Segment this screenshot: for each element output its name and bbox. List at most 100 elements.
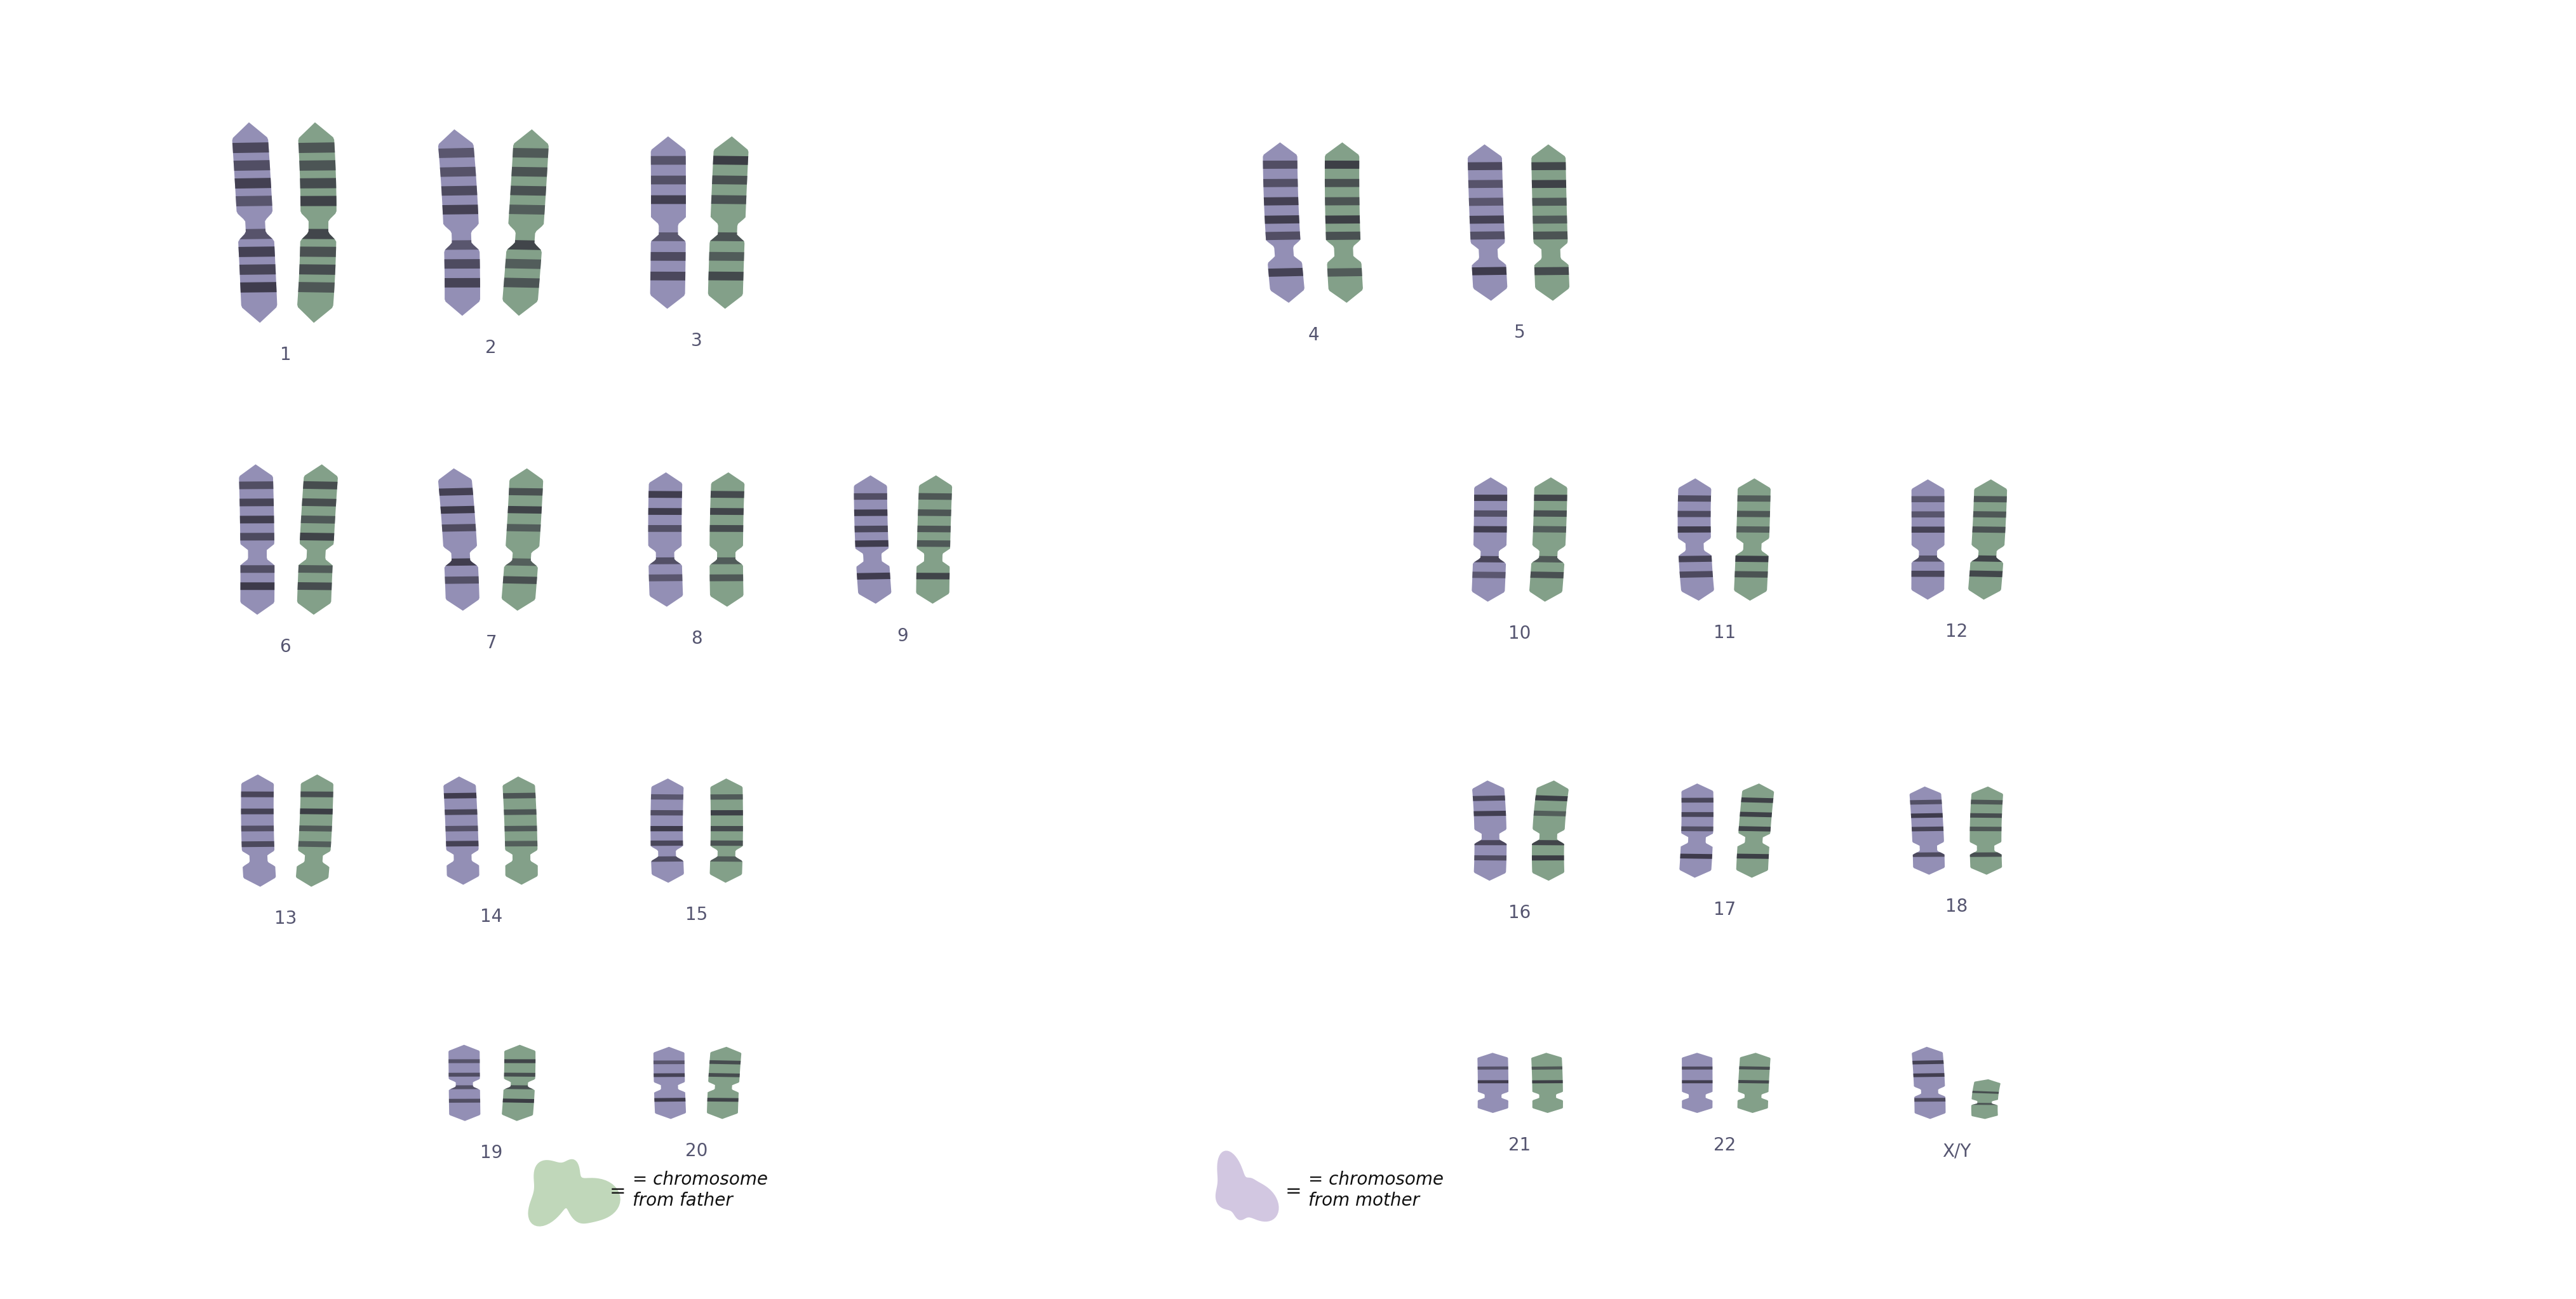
Polygon shape [510, 204, 546, 214]
Polygon shape [240, 229, 273, 239]
Polygon shape [1682, 1066, 1713, 1069]
Text: 16: 16 [1507, 904, 1530, 922]
Polygon shape [711, 557, 742, 564]
Polygon shape [1327, 231, 1360, 240]
Polygon shape [242, 774, 276, 887]
Polygon shape [438, 469, 479, 611]
Polygon shape [440, 186, 477, 196]
Text: 2: 2 [484, 339, 497, 357]
Text: 5: 5 [1515, 323, 1525, 342]
Polygon shape [301, 229, 335, 239]
Polygon shape [1739, 812, 1772, 817]
Polygon shape [446, 840, 479, 847]
Polygon shape [1479, 1066, 1510, 1069]
Polygon shape [652, 811, 683, 816]
Polygon shape [502, 777, 538, 885]
Polygon shape [1682, 1052, 1713, 1113]
Polygon shape [652, 195, 685, 204]
Polygon shape [1736, 511, 1770, 517]
Polygon shape [1971, 786, 2004, 874]
Polygon shape [1535, 268, 1569, 275]
Polygon shape [1473, 572, 1504, 578]
Text: 7: 7 [484, 634, 497, 652]
Polygon shape [1324, 197, 1360, 205]
Polygon shape [296, 774, 332, 887]
Polygon shape [1682, 812, 1713, 817]
Polygon shape [443, 523, 477, 531]
Polygon shape [1734, 572, 1767, 578]
Polygon shape [507, 240, 541, 249]
Polygon shape [1971, 556, 2002, 562]
Polygon shape [708, 1073, 739, 1077]
Text: 11: 11 [1713, 624, 1736, 642]
Polygon shape [708, 136, 750, 309]
Polygon shape [708, 1098, 739, 1102]
Polygon shape [711, 508, 744, 514]
Polygon shape [708, 271, 744, 281]
Polygon shape [1682, 826, 1713, 831]
Polygon shape [1911, 496, 1945, 503]
Polygon shape [1911, 1047, 1945, 1118]
Polygon shape [1530, 144, 1569, 301]
Polygon shape [1911, 512, 1945, 517]
Polygon shape [1473, 495, 1507, 501]
Text: 21: 21 [1507, 1137, 1530, 1154]
Polygon shape [440, 166, 477, 177]
Polygon shape [1911, 1060, 1945, 1064]
Polygon shape [1533, 181, 1566, 188]
Polygon shape [505, 1059, 536, 1063]
Polygon shape [1265, 216, 1298, 223]
Polygon shape [1468, 162, 1502, 170]
Polygon shape [652, 175, 685, 184]
Text: 1: 1 [281, 346, 291, 364]
Polygon shape [1533, 162, 1566, 170]
Polygon shape [1914, 1098, 1945, 1102]
Polygon shape [440, 505, 474, 513]
Polygon shape [1533, 197, 1566, 205]
Polygon shape [1968, 479, 2007, 600]
Text: =: = [611, 1182, 626, 1200]
Polygon shape [1680, 556, 1713, 562]
Polygon shape [1324, 216, 1360, 223]
Polygon shape [240, 499, 273, 507]
Polygon shape [240, 264, 276, 275]
Polygon shape [242, 826, 273, 831]
Polygon shape [240, 565, 276, 573]
Polygon shape [240, 464, 276, 614]
Polygon shape [502, 577, 538, 585]
Polygon shape [920, 494, 953, 500]
Polygon shape [654, 1098, 685, 1102]
Polygon shape [299, 178, 337, 188]
Polygon shape [299, 143, 335, 153]
Polygon shape [1533, 231, 1569, 239]
Polygon shape [1682, 798, 1713, 803]
Polygon shape [242, 842, 273, 847]
Polygon shape [505, 559, 536, 566]
Text: 9: 9 [896, 627, 907, 644]
Polygon shape [505, 259, 541, 269]
Text: X/Y: X/Y [1942, 1142, 1971, 1160]
Polygon shape [711, 778, 742, 883]
Polygon shape [502, 130, 549, 316]
Polygon shape [507, 505, 541, 513]
Text: 15: 15 [685, 905, 708, 924]
Polygon shape [446, 826, 479, 831]
Polygon shape [917, 475, 953, 604]
Polygon shape [652, 252, 685, 261]
Polygon shape [505, 1085, 533, 1090]
Polygon shape [917, 509, 951, 516]
Text: 8: 8 [690, 630, 703, 648]
Polygon shape [1473, 855, 1507, 860]
Polygon shape [1682, 1081, 1713, 1083]
Polygon shape [1736, 556, 1770, 562]
Polygon shape [1262, 143, 1303, 303]
Text: 17: 17 [1713, 902, 1736, 918]
Polygon shape [1968, 570, 2002, 577]
Polygon shape [513, 148, 549, 158]
Polygon shape [505, 809, 536, 814]
Polygon shape [1468, 216, 1504, 223]
Polygon shape [1734, 478, 1770, 600]
Polygon shape [1473, 511, 1507, 517]
Polygon shape [1973, 526, 2007, 533]
Polygon shape [654, 1047, 685, 1118]
